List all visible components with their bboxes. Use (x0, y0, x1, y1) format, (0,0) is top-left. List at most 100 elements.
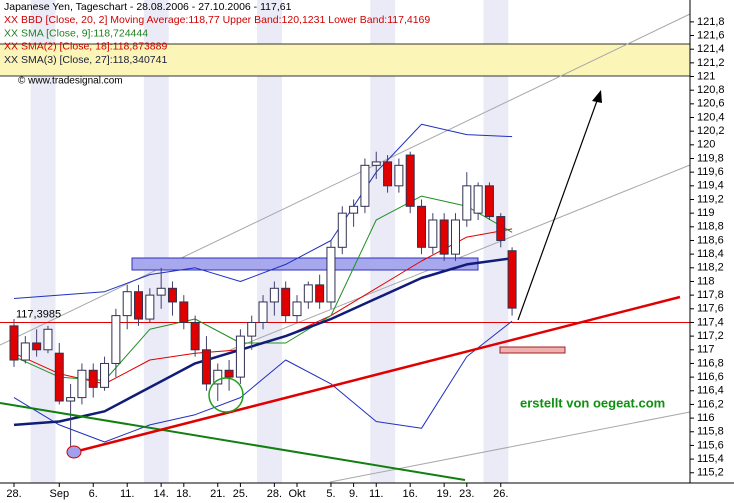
x-tick-label: 16. (403, 488, 418, 500)
y-tick-label: 119,2 (697, 193, 724, 205)
legend-entry: XX BBD [Close, 20, 2] Moving Average:118,… (4, 14, 430, 26)
candle-body (450, 219, 460, 255)
candle-body (179, 301, 189, 323)
y-tick-label: 119,6 (697, 166, 724, 178)
y-tick-label: 118,4 (697, 248, 724, 260)
y-tick-label: 117,8 (697, 289, 724, 301)
low-marker (66, 445, 82, 459)
candle-body (484, 185, 494, 218)
candle-body (360, 164, 370, 207)
channel-line (329, 411, 691, 483)
candle-body (371, 161, 381, 166)
x-tick-label: 21. (210, 488, 225, 500)
candle-body (473, 185, 483, 214)
x-tick-label: Okt (288, 488, 305, 500)
candle-body (349, 205, 359, 214)
highlight-zone (0, 44, 690, 76)
legend-text: BBD [Close, 20, 2] Moving Average:118,77… (21, 14, 430, 26)
candle-body (326, 246, 336, 303)
y-tick-label: 121 (697, 70, 715, 82)
axis-area (690, 0, 734, 483)
candle-body (145, 294, 155, 320)
low-marker (208, 377, 244, 413)
candle-body (383, 161, 393, 187)
y-tick-label: 119,8 (697, 152, 724, 164)
candle-body (337, 212, 347, 248)
y-tick-label: 117,6 (697, 303, 724, 315)
trend-line (73, 295, 681, 454)
candle-body (224, 369, 234, 378)
channel-line (0, 13, 691, 346)
y-tick-label: 116,8 (697, 357, 724, 369)
y-tick-label: 116,2 (697, 398, 724, 410)
y-tick-label: 121,2 (697, 57, 725, 69)
candle-body (496, 216, 506, 241)
watermark: erstellt von oegeat.com (520, 395, 665, 410)
candle-body (235, 335, 245, 378)
y-tick-label: 118 (697, 275, 715, 287)
candle-body (439, 219, 449, 255)
candle-body (281, 287, 291, 317)
y-tick-label: 117,2 (697, 330, 724, 342)
legend-marker: XX (4, 14, 18, 26)
indicator-line (13, 256, 513, 427)
y-tick-label: 119 (697, 207, 715, 219)
arrow (517, 97, 599, 321)
candle-body (134, 291, 144, 320)
x-tick-label: 28. (6, 488, 21, 500)
candle-body (54, 352, 64, 402)
candle-body (507, 250, 517, 309)
stripe (143, 0, 169, 483)
legend-marker: XX (4, 54, 18, 66)
legend-entry: XX SMA(2) [Close, 18]:118,873889 (4, 40, 167, 52)
target-box (499, 346, 566, 354)
candle-body (292, 301, 302, 317)
candle-body (247, 321, 257, 337)
arrow-head (592, 90, 602, 103)
y-tick-label: 120 (697, 139, 715, 151)
y-tick-label: 121,4 (697, 43, 725, 55)
y-tick-label: 117 (697, 344, 715, 356)
candle-body (394, 164, 404, 187)
y-tick-label: 119,4 (697, 180, 724, 192)
y-tick-label: 120,8 (697, 84, 725, 96)
candle-body (100, 362, 110, 388)
candle-body (190, 321, 200, 351)
stripe (370, 0, 396, 483)
candle-body (405, 154, 415, 207)
y-tick-label: 115,2 (697, 467, 724, 479)
indicator-line (13, 123, 513, 299)
candle-body (20, 342, 30, 361)
indicator-line (13, 320, 513, 443)
x-tick-label: 6. (89, 488, 98, 500)
y-tick-label: 120,2 (697, 125, 725, 137)
plot: 117,3985 (0, 123, 690, 449)
stripes (30, 0, 509, 483)
x-tick-label: 28. (267, 488, 282, 500)
chart-title: Japanese Yen, Tageschart - 28.08.2006 - … (4, 1, 292, 13)
legend-text: SMA(3) [Close, 27]:118,340741 (21, 54, 167, 66)
candle-body (156, 287, 166, 296)
legend-marker: XX (4, 27, 18, 39)
y-tick-label: 115,4 (697, 453, 724, 465)
y-tick-label: 118,6 (697, 234, 724, 246)
candle-body (43, 328, 53, 351)
candle-body (258, 301, 268, 323)
candle-body (111, 315, 121, 364)
trend-line (0, 402, 466, 481)
y-tick-label: 116,6 (697, 371, 724, 383)
y-tick-label: 116 (697, 412, 715, 424)
candle-body (66, 397, 76, 402)
x-tick-label: 5. (326, 488, 335, 500)
legend-text: SMA(2) [Close, 18]:118,873889 (21, 40, 167, 52)
x-tick-label: 23. (459, 488, 474, 500)
candle-body (462, 185, 472, 221)
candle-body (417, 205, 427, 248)
candle-body (428, 219, 438, 248)
x-tick-label: 11. (369, 488, 383, 500)
y-tick-label: 121,6 (697, 29, 725, 41)
stripe (483, 0, 509, 483)
candle-body (315, 284, 325, 303)
